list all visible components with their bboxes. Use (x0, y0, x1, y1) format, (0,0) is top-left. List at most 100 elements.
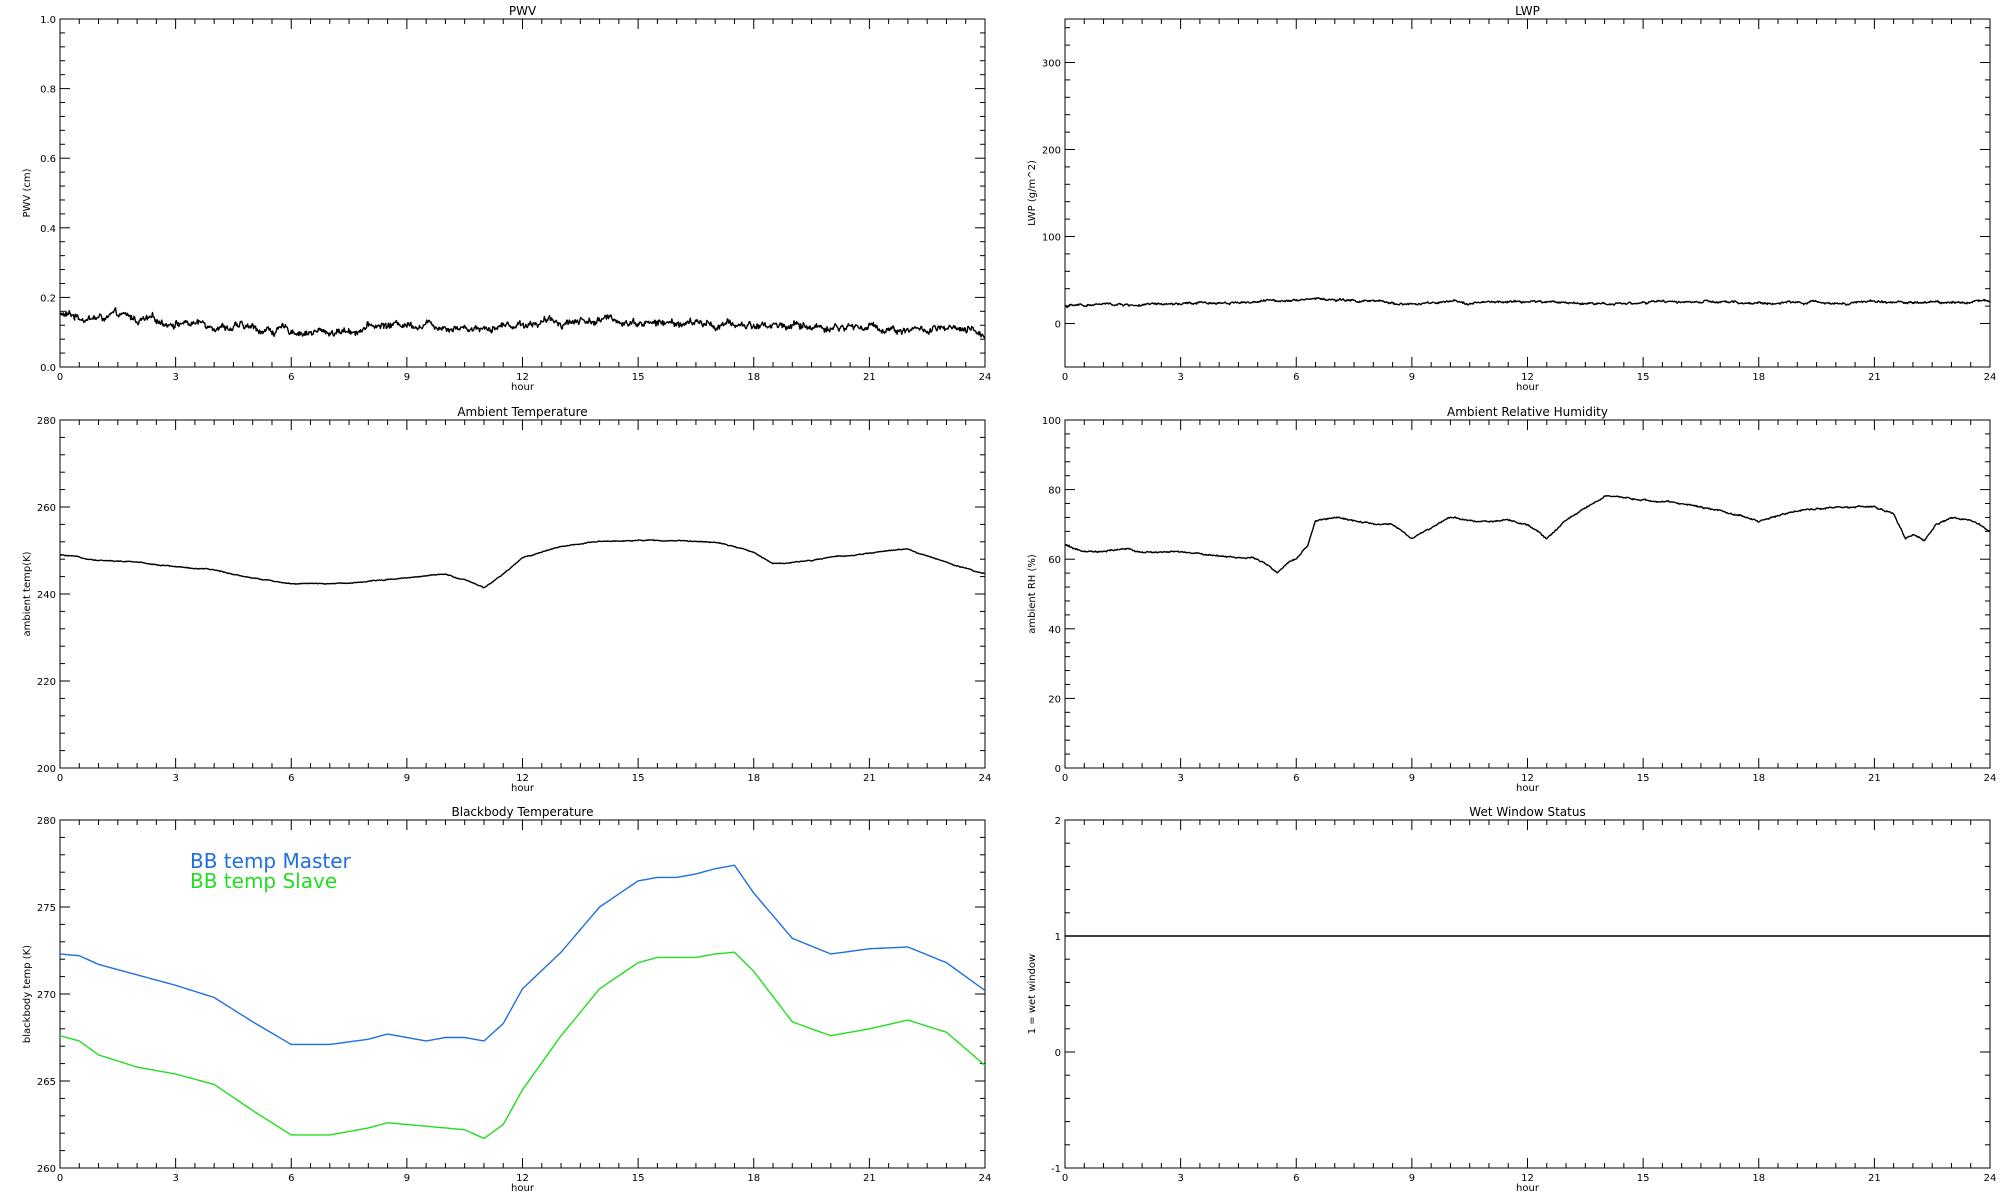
pwv-ytick-label: 0.2 (40, 293, 56, 304)
bb-temp-ytick-label: 260 (37, 1164, 56, 1175)
bb-temp-xtick-label: 9 (404, 1173, 410, 1184)
wet-window-xtick-label: 18 (1752, 1173, 1765, 1184)
bb-temp-xtick-label: 6 (288, 1173, 294, 1184)
lwp-xtick-label: 24 (1984, 372, 1997, 383)
wet-window-xtick-label: 21 (1868, 1173, 1881, 1184)
ambient-rh-ytick-label: 40 (1048, 625, 1061, 636)
pwv-xtick-label: 21 (863, 372, 876, 383)
pwv-ytick-label: 0.4 (40, 224, 56, 235)
ambient-rh-xlabel: hour (1516, 783, 1540, 794)
lwp-xtick-label: 6 (1293, 372, 1299, 383)
ambient-temp-ytick-label: 240 (37, 590, 56, 601)
ambient-temp-series-line-0 (59, 539, 986, 589)
pwv-xtick-label: 9 (404, 372, 410, 383)
bb-temp-xtick-label: 0 (57, 1173, 63, 1184)
pwv-ylabel: PWV (cm) (22, 168, 33, 217)
wet-window-xtick-label: 6 (1293, 1173, 1299, 1184)
ambient-temp-plot-frame (59, 419, 986, 769)
ambient-rh-xtick-label: 21 (1868, 773, 1881, 784)
ambient-temp-xtick-label: 18 (747, 773, 760, 784)
bb-temp-xlabel: hour (511, 1183, 535, 1194)
ambient-temp-ytick-label: 220 (37, 677, 56, 688)
ambient-rh-xtick-label: 24 (1984, 773, 1997, 784)
lwp-xtick-label: 15 (1637, 372, 1650, 383)
ambient-rh-ytick-label: 80 (1048, 486, 1061, 497)
ambient-rh-ytick-label: 0 (1055, 764, 1061, 775)
ambient-rh-xtick-label: 18 (1752, 773, 1765, 784)
lwp-ytick-label: 300 (1042, 59, 1061, 70)
wet-window-xtick-label: 3 (1177, 1173, 1183, 1184)
ambient-rh-xtick-label: 0 (1062, 773, 1068, 784)
bb-temp-series-line-0 (59, 864, 986, 1046)
wet-window-xlabel: hour (1516, 1183, 1540, 1194)
pwv-panel: PWV 0 3 6 9 12 15 18 21 24 hour 0.0 0.2 0.4 0.6 0.8 1.0 P… (22, 4, 991, 393)
bb-temp-series-line-1 (59, 951, 986, 1140)
pwv-ytick-label: 1.0 (40, 15, 56, 26)
wet-window-xtick-label: 12 (1521, 1173, 1534, 1184)
pwv-ytick-label: 0.6 (40, 154, 56, 165)
ambient-rh-xtick-label: 3 (1177, 773, 1183, 784)
ambient-temp-xtick-label: 21 (863, 773, 876, 784)
bb-temp-legend-entry-1: BB temp Slave (190, 869, 337, 893)
bb-temp-xtick-label: 24 (979, 1173, 992, 1184)
wet-window-ytick-label: 2 (1055, 816, 1061, 827)
ambient-rh-ylabel: ambient RH (%) (1027, 554, 1038, 634)
pwv-series-line-0 (59, 307, 986, 339)
ambient-rh-title: Ambient Relative Humidity (1447, 405, 1608, 419)
lwp-panel: LWP 0 3 6 9 12 15 18 21 24 hour 0 100 200 300 LWP (g/m^… (1027, 4, 1996, 393)
lwp-ytick-label: 100 (1042, 233, 1061, 244)
pwv-xtick-label: 3 (172, 372, 178, 383)
lwp-ytick-label: 200 (1042, 146, 1061, 157)
wet-window-xtick-label: 9 (1409, 1173, 1415, 1184)
pwv-xtick-label: 6 (288, 372, 294, 383)
pwv-xtick-label: 18 (747, 372, 760, 383)
ambient-temp-xtick-label: 24 (979, 773, 992, 784)
bb-temp-ylabel: blackbody temp (K) (22, 945, 33, 1043)
lwp-xtick-label: 12 (1521, 372, 1534, 383)
ambient-temp-xtick-label: 3 (172, 773, 178, 784)
lwp-xtick-label: 9 (1409, 372, 1415, 383)
ambient-temp-xlabel: hour (511, 783, 535, 794)
lwp-ytick-label: 0 (1055, 320, 1061, 331)
ambient-temp-ytick-label: 200 (37, 764, 56, 775)
ambient-rh-series-line-0 (1064, 494, 1991, 574)
ambient-temp-panel: Ambient Temperature 0 3 6 9 12 15 18 21 24 hour 200… (22, 405, 991, 794)
pwv-xtick-label: 12 (516, 372, 529, 383)
wet-window-title: Wet Window Status (1469, 805, 1585, 819)
ambient-temp-title: Ambient Temperature (457, 405, 587, 419)
bb-temp-ytick-label: 280 (37, 816, 56, 827)
pwv-plot-frame (59, 18, 986, 368)
ambient-temp-xtick-label: 9 (404, 773, 410, 784)
ambient-temp-xtick-label: 6 (288, 773, 294, 784)
bb-temp-ytick-label: 275 (37, 903, 56, 914)
wet-window-ytick-label: 1 (1055, 932, 1061, 943)
ambient-rh-panel: Ambient Relative Humidity 0 3 6 9 12 15 18 21 24 h… (1027, 405, 1996, 794)
bb-temp-legend-entry-0: BB temp Master (190, 849, 352, 873)
lwp-plot-frame (1064, 18, 1991, 368)
bb-temp-xtick-label: 3 (172, 1173, 178, 1184)
bb-temp-title: Blackbody Temperature (452, 805, 594, 819)
wet-window-plot-frame (1064, 819, 1991, 1169)
wet-window-xtick-label: 24 (1984, 1173, 1997, 1184)
bb-temp-xtick-label: 18 (747, 1173, 760, 1184)
ambient-temp-ytick-label: 280 (37, 416, 56, 427)
bb-temp-xtick-label: 15 (632, 1173, 645, 1184)
pwv-title: PWV (509, 4, 537, 18)
pwv-xlabel: hour (511, 382, 535, 393)
wet-window-ytick-label: -1 (1051, 1164, 1061, 1175)
ambient-rh-ytick-label: 60 (1048, 555, 1061, 566)
pwv-ytick-label: 0.0 (40, 363, 56, 374)
bb-temp-panel: Blackbody Temperature 0 3 6 9 12 15 18 21 24 hour 2… (22, 805, 991, 1194)
lwp-xlabel: hour (1516, 382, 1540, 393)
ambient-rh-plot-frame (1064, 419, 1991, 769)
ambient-rh-xtick-label: 15 (1637, 773, 1650, 784)
ambient-rh-xtick-label: 12 (1521, 773, 1534, 784)
wet-window-xtick-label: 0 (1062, 1173, 1068, 1184)
lwp-ylabel: LWP (g/m^2) (1027, 160, 1038, 226)
ambient-temp-xtick-label: 15 (632, 773, 645, 784)
ambient-temp-xtick-label: 0 (57, 773, 63, 784)
pwv-xtick-label: 0 (57, 372, 63, 383)
pwv-xtick-label: 24 (979, 372, 992, 383)
